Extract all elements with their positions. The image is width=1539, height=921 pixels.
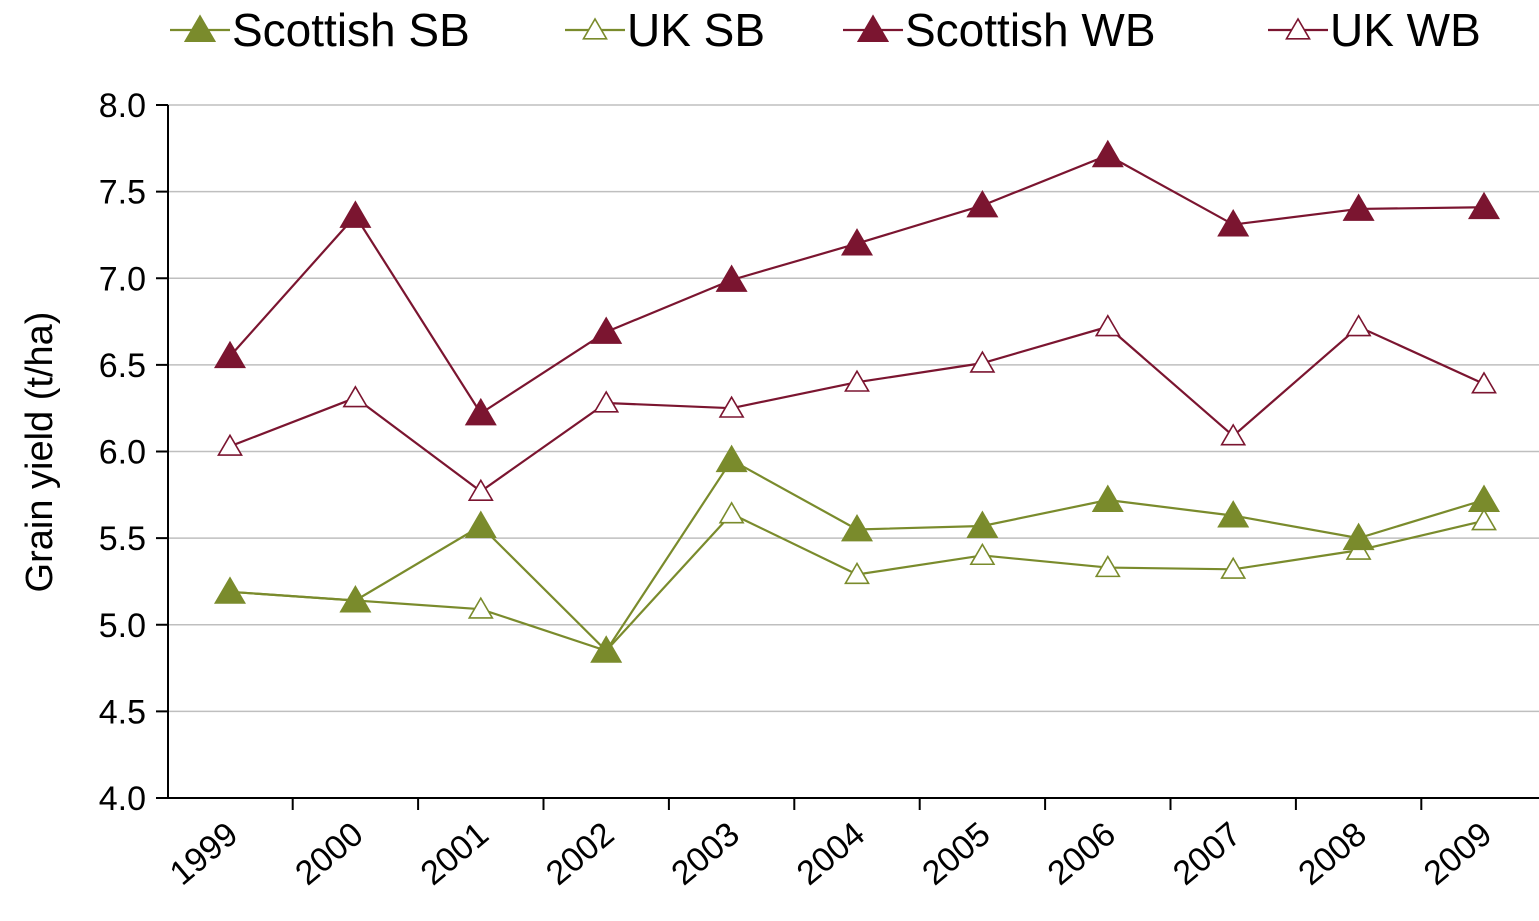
data-point xyxy=(1471,371,1497,394)
legend-label: UK SB xyxy=(627,4,765,56)
data-point xyxy=(718,395,745,418)
y-axis-title: Grain yield (t/ha) xyxy=(19,312,61,593)
data-point xyxy=(1094,554,1121,578)
y-tick-label: 8.0 xyxy=(99,87,146,125)
y-tick-label: 5.5 xyxy=(99,520,146,558)
data-point xyxy=(715,444,748,473)
data-point xyxy=(464,510,497,538)
x-tick-label: 2004 xyxy=(790,815,872,893)
data-point xyxy=(1217,209,1250,237)
y-tick-label: 7.5 xyxy=(99,174,146,212)
series-line xyxy=(229,458,1485,653)
data-point xyxy=(840,228,874,256)
y-tick-label: 4.0 xyxy=(99,780,146,818)
y-tick-label: 6.5 xyxy=(99,347,146,385)
x-tick-label: 2009 xyxy=(1417,815,1499,893)
data-point xyxy=(1342,193,1375,221)
data-point xyxy=(1342,522,1375,551)
x-tick-label: 2007 xyxy=(1166,815,1248,893)
data-point xyxy=(1467,484,1501,512)
y-tick-label: 7.0 xyxy=(99,260,146,298)
x-tick-label: 2008 xyxy=(1291,815,1373,893)
legend-label: Scottish SB xyxy=(232,4,470,56)
data-point xyxy=(1091,139,1124,168)
series-line xyxy=(229,325,1485,493)
data-point xyxy=(715,264,748,292)
data-point xyxy=(1467,191,1501,220)
data-point xyxy=(1091,484,1124,512)
gridlines xyxy=(168,104,1539,713)
data-point xyxy=(339,585,372,613)
data-point xyxy=(969,350,996,373)
x-tick-label: 2005 xyxy=(915,815,997,893)
legend-marker xyxy=(582,17,608,40)
data-point xyxy=(593,390,620,413)
data-point xyxy=(1094,314,1121,337)
data-point xyxy=(840,513,874,542)
data-point xyxy=(1345,314,1372,337)
series-layer xyxy=(213,139,1501,663)
x-tick-label: 2000 xyxy=(288,815,370,893)
legend-marker xyxy=(1285,17,1311,40)
data-point xyxy=(342,385,369,408)
legend-label: Scottish WB xyxy=(905,4,1156,56)
data-point xyxy=(217,433,243,456)
data-point xyxy=(966,189,999,218)
data-point xyxy=(464,397,497,426)
data-point xyxy=(844,369,870,392)
data-point xyxy=(339,200,372,228)
x-tick-label: 2003 xyxy=(664,815,746,893)
axes: 4.0 4.5 5.0 5.5 6.0 6.5 7.0 7.5 8.0 1999 2000 2001 2… xyxy=(99,87,1539,893)
data-point xyxy=(213,576,247,604)
y-tick-label: 4.5 xyxy=(99,693,146,731)
data-point xyxy=(590,316,623,344)
y-tick-label: 5.0 xyxy=(99,607,146,645)
x-tick-label: 2002 xyxy=(539,815,621,893)
legend-label: UK WB xyxy=(1330,4,1481,56)
data-point xyxy=(213,340,247,369)
legend-marker xyxy=(856,14,890,43)
data-point xyxy=(1471,508,1497,531)
data-point xyxy=(467,478,494,501)
data-point xyxy=(966,510,999,538)
data-point xyxy=(1217,500,1250,528)
legend-marker xyxy=(183,14,217,43)
data-point xyxy=(844,561,870,585)
x-tick-label: 2001 xyxy=(414,815,496,893)
data-point xyxy=(718,501,745,524)
y-tick-label: 6.0 xyxy=(99,434,146,472)
data-point xyxy=(467,596,494,619)
data-point xyxy=(969,542,996,566)
legend: Scottish SB UK SB Scottish WB UK WB xyxy=(170,4,1481,56)
x-tick-label: 2006 xyxy=(1041,815,1123,893)
data-point xyxy=(1220,556,1247,579)
data-point xyxy=(590,635,623,663)
data-point xyxy=(1220,423,1247,446)
x-tick-label: 1999 xyxy=(163,815,245,893)
